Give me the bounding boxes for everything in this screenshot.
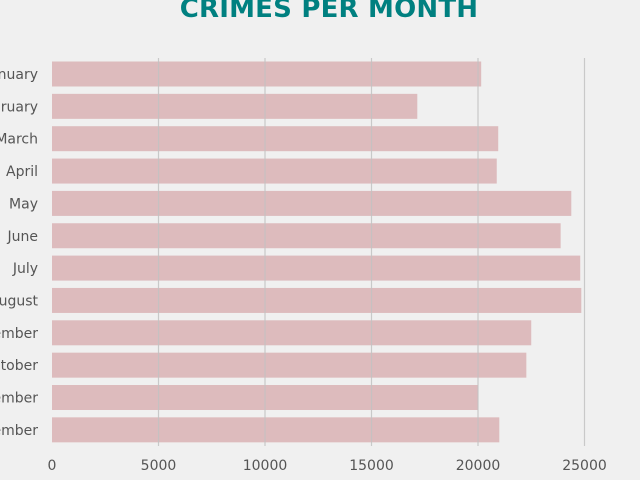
bar-july bbox=[52, 255, 581, 281]
y-tick-label-september: September bbox=[0, 326, 38, 342]
y-tick-label-august: August bbox=[0, 293, 39, 309]
x-tick-labels: 0 5000 10000 15000 20000 25000 bbox=[48, 458, 607, 474]
bar-layer bbox=[52, 61, 582, 443]
y-tick-label-june: June bbox=[7, 229, 39, 245]
x-tick-label-15000: 15000 bbox=[349, 458, 394, 474]
y-tick-label-april: April bbox=[6, 164, 38, 180]
bar-october bbox=[52, 352, 527, 378]
x-tick-label-0: 0 bbox=[48, 458, 57, 474]
x-tick-label-10000: 10000 bbox=[243, 458, 288, 474]
y-tick-label-march: March bbox=[0, 132, 38, 148]
chart-title: CRIMES PER MONTH bbox=[179, 0, 479, 24]
bar-june bbox=[52, 223, 561, 249]
y-tick-label-october: October bbox=[0, 358, 38, 374]
bar-january bbox=[52, 61, 482, 87]
x-tick-label-20000: 20000 bbox=[456, 458, 501, 474]
bar-december bbox=[52, 417, 500, 443]
y-tick-label-november: November bbox=[0, 391, 38, 407]
bar-may bbox=[52, 190, 572, 216]
bar-february bbox=[52, 93, 418, 119]
y-tick-label-february: February bbox=[0, 99, 38, 115]
bar-april bbox=[52, 158, 497, 184]
y-tick-labels: January February March April May June July Augu… bbox=[0, 67, 39, 439]
y-tick-label-january: January bbox=[0, 67, 38, 83]
y-tick-label-july: July bbox=[12, 261, 38, 277]
y-tick-label-may: May bbox=[9, 196, 38, 212]
y-tick-label-december: December bbox=[0, 423, 38, 439]
x-tick-label-25000: 25000 bbox=[562, 458, 607, 474]
x-tick-label-5000: 5000 bbox=[141, 458, 177, 474]
bar-september bbox=[52, 320, 532, 346]
bar-march bbox=[52, 126, 499, 152]
bar-august bbox=[52, 287, 582, 313]
gridline-overlay-layer bbox=[157, 58, 586, 446]
